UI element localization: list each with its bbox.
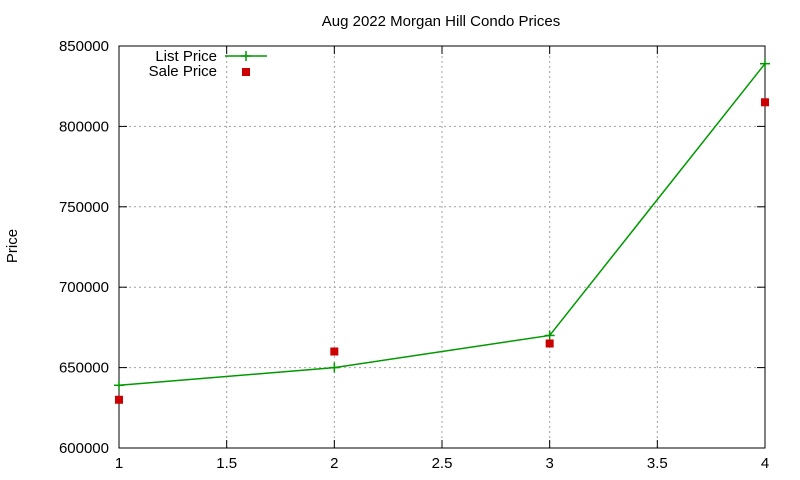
x-axis-ticks: 1 1.5 2 2.5 3 3.5 4	[115, 46, 769, 472]
y-axis-label: Price	[4, 229, 21, 263]
point-list-price	[329, 362, 340, 373]
point-list-price	[544, 330, 555, 341]
chart-title: Aug 2022 Morgan Hill Condo Prices	[322, 13, 560, 30]
x-tick-label: 3.5	[647, 455, 668, 472]
y-tick-label: 850000	[59, 38, 109, 55]
y-tick-label: 650000	[59, 360, 109, 377]
series-line-list-price	[118, 63, 766, 387]
x-tick-label: 3	[545, 455, 553, 472]
y-tick-label: 800000	[59, 118, 109, 135]
y-tick-label: 600000	[59, 440, 109, 457]
legend-label-list-price: List Price	[155, 48, 217, 65]
y-axis-ticks: 600000 650000 700000 750000 800000 850000	[59, 38, 765, 457]
legend-marker-sale-price	[242, 68, 250, 76]
series-layer	[114, 58, 770, 404]
grid	[119, 46, 765, 448]
point-sale-price	[545, 339, 554, 348]
x-tick-label: 2.5	[432, 455, 453, 472]
point-sale-price	[761, 98, 769, 107]
y-tick-label: 700000	[59, 279, 109, 296]
point-sale-price	[330, 347, 339, 356]
y-tick-label: 750000	[59, 199, 109, 216]
legend-label-sale-price: Sale Price	[149, 63, 217, 80]
x-tick-label: 1	[115, 455, 123, 472]
x-tick-label: 1.5	[216, 455, 237, 472]
x-tick-label: 2	[330, 455, 338, 472]
point-list-price	[114, 380, 124, 391]
legend-marker-list-price	[241, 51, 251, 61]
legend: List Price Sale Price	[149, 48, 267, 80]
point-sale-price	[115, 395, 123, 404]
point-list-price	[760, 58, 770, 69]
x-tick-label: 4	[761, 455, 769, 472]
